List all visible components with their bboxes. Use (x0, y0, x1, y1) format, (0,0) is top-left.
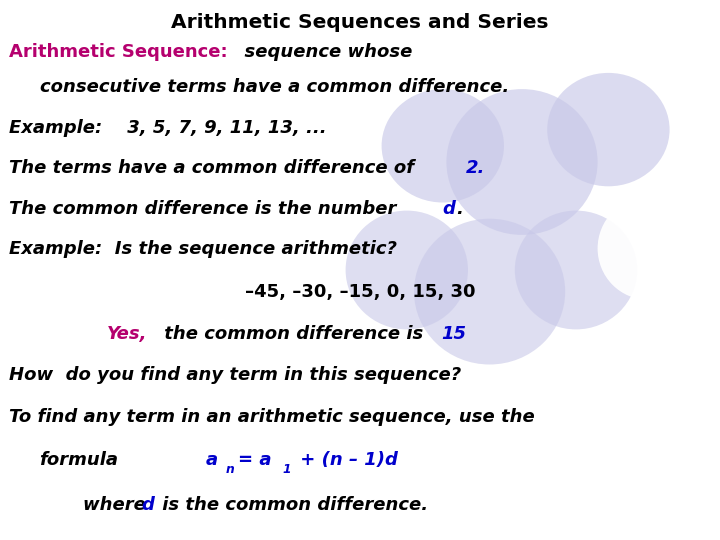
Ellipse shape (598, 197, 698, 300)
Text: formula: formula (40, 451, 119, 469)
Text: n: n (225, 463, 234, 476)
Ellipse shape (515, 211, 637, 329)
Text: To find any term in an arithmetic sequence, use the: To find any term in an arithmetic sequen… (9, 408, 534, 426)
Ellipse shape (414, 219, 565, 364)
Text: d: d (442, 200, 455, 218)
Text: Arithmetic Sequences and Series: Arithmetic Sequences and Series (171, 14, 549, 32)
Ellipse shape (346, 211, 468, 329)
Text: .: . (456, 200, 464, 218)
Text: Yes,: Yes, (107, 325, 147, 343)
Text: How  do you find any term in this sequence?: How do you find any term in this sequenc… (9, 366, 461, 383)
Text: Arithmetic Sequence:: Arithmetic Sequence: (9, 43, 228, 61)
Text: sequence whose: sequence whose (232, 43, 413, 61)
Text: + (n – 1)d: + (n – 1)d (294, 451, 398, 469)
Text: The common difference is the number: The common difference is the number (9, 200, 402, 218)
Text: 1: 1 (283, 463, 292, 476)
Text: Example:    3, 5, 7, 9, 11, 13, ...: Example: 3, 5, 7, 9, 11, 13, ... (9, 119, 326, 137)
Text: Example:  Is the sequence arithmetic?: Example: Is the sequence arithmetic? (9, 240, 397, 258)
Text: is the common difference.: is the common difference. (156, 496, 428, 514)
Ellipse shape (547, 73, 670, 186)
Text: the common difference is: the common difference is (158, 325, 430, 343)
Ellipse shape (382, 89, 504, 202)
Text: consecutive terms have a common difference.: consecutive terms have a common differen… (40, 78, 509, 96)
Text: 15: 15 (441, 325, 467, 343)
Text: The terms have a common difference of: The terms have a common difference of (9, 159, 426, 177)
Text: a: a (205, 451, 217, 469)
Text: –45, –30, –15, 0, 15, 30: –45, –30, –15, 0, 15, 30 (245, 284, 475, 301)
Text: = a: = a (238, 451, 272, 469)
Ellipse shape (446, 89, 598, 235)
Text: d: d (142, 496, 155, 514)
Text: where: where (83, 496, 152, 514)
Text: 2.: 2. (466, 159, 485, 177)
